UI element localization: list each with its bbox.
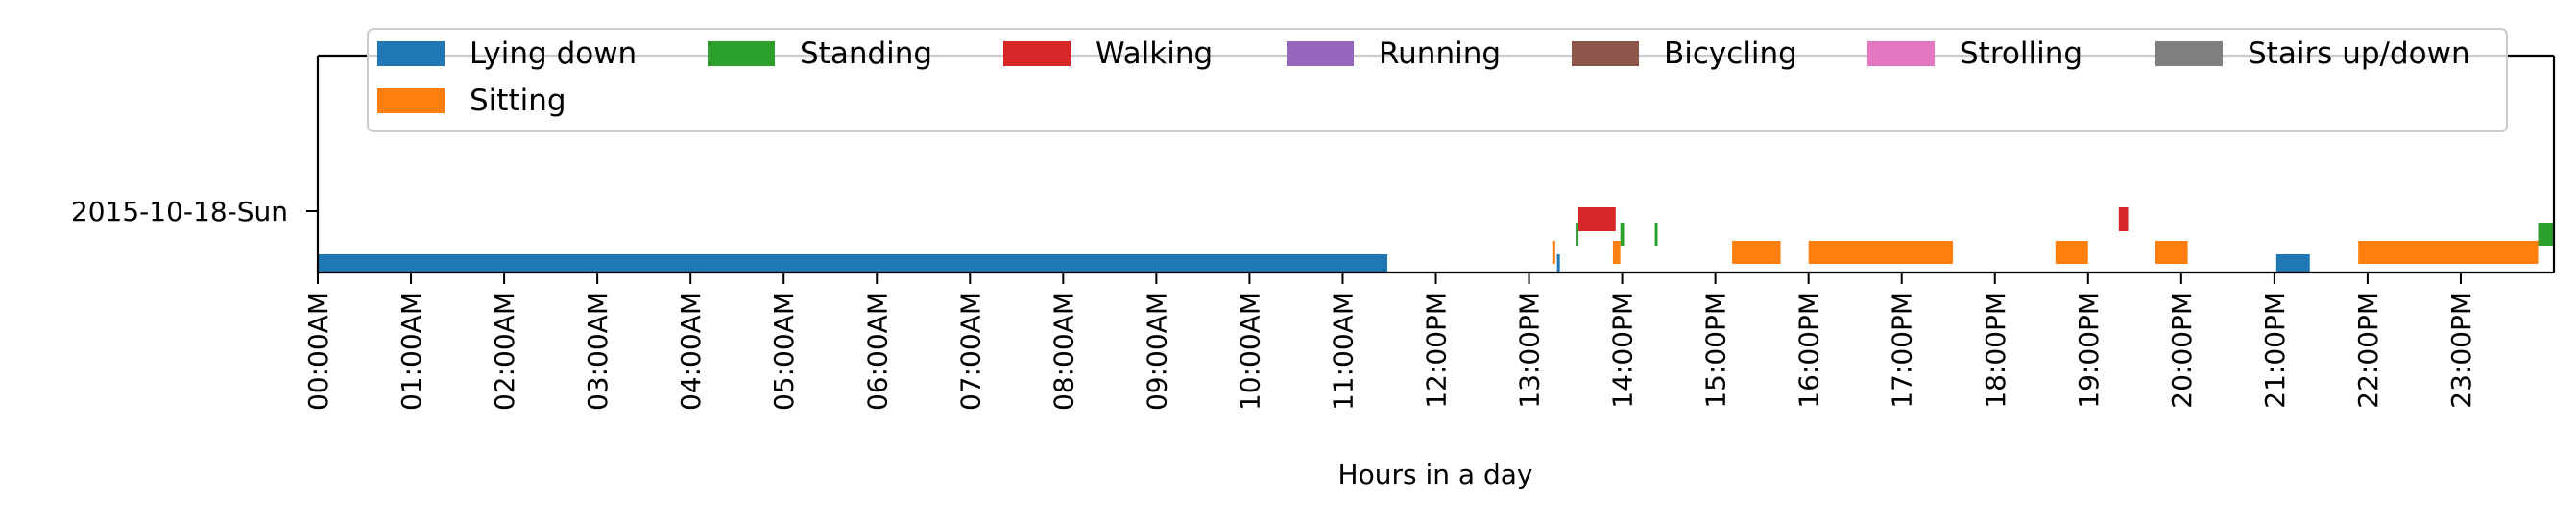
x-tick-label: 03:00AM	[582, 292, 614, 411]
x-tick-label: 06:00AM	[861, 292, 893, 411]
legend-swatch-bicycling	[1572, 41, 1639, 66]
bar-standing	[2538, 223, 2554, 246]
x-tick-label: 11:00AM	[1327, 292, 1359, 411]
legend-label-walking: Walking	[1095, 36, 1213, 71]
bar-walking	[2118, 207, 2129, 231]
legend: Lying down Standing Walking Running Bicyclin…	[367, 28, 2508, 132]
legend-swatch-lying-down	[377, 41, 445, 66]
bars-layer	[318, 207, 2554, 272]
bar-sitting	[2055, 241, 2088, 264]
bar-sitting	[2358, 241, 2539, 264]
x-tick-label: 12:00PM	[1421, 292, 1453, 409]
bar-sitting	[1732, 241, 1781, 264]
bar-standing	[1576, 223, 1579, 246]
legend-swatch-running	[1287, 41, 1354, 66]
legend-frame	[367, 28, 2508, 132]
legend-swatch-standing	[708, 41, 775, 66]
legend-swatch-sitting	[377, 88, 445, 113]
x-tick-label: 15:00PM	[1700, 292, 1732, 409]
x-tick-label: 00:00AM	[302, 292, 334, 411]
legend-swatch-stairs-up-down	[2155, 41, 2223, 66]
x-axis-label: Hours in a day	[1338, 459, 1533, 490]
bar-walking	[1577, 207, 1616, 231]
x-tick-label: 07:00AM	[954, 292, 986, 411]
x-ticks-layer: 00:00AM 01:00AM 02:00AM 03:00AM 04:00AM 05:00…	[302, 273, 2477, 411]
bar-standing	[1654, 223, 1658, 246]
x-tick-label: 23:00PM	[2445, 292, 2477, 409]
x-tick-label: 10:00AM	[1234, 292, 1265, 411]
legend-label-sitting: Sitting	[469, 83, 566, 118]
x-tick-label: 17:00PM	[1887, 292, 1918, 409]
x-tick-label: 09:00AM	[1141, 292, 1172, 411]
legend-swatch-strolling	[1867, 41, 1935, 66]
y-tick-label: 2015-10-18-Sun	[71, 196, 288, 227]
x-tick-label: 01:00AM	[396, 292, 427, 411]
x-tick-label: 20:00PM	[2166, 292, 2198, 409]
legend-label-standing: Standing	[800, 36, 932, 71]
bar-lying-down	[318, 254, 1388, 272]
bar-lying-down	[2275, 254, 2310, 272]
bar-sitting	[1552, 241, 1555, 264]
legend-label-stairs-up-down: Stairs up/down	[2248, 36, 2470, 71]
legend-swatch-walking	[1003, 41, 1071, 66]
x-tick-label: 16:00PM	[1794, 292, 1825, 409]
x-tick-label: 08:00AM	[1047, 292, 1079, 411]
x-tick-label: 22:00PM	[2352, 292, 2384, 409]
legend-label-running: Running	[1379, 36, 1501, 71]
legend-label-lying-down: Lying down	[469, 36, 637, 71]
legend-label-bicycling: Bicycling	[1664, 36, 1797, 71]
bar-sitting	[1808, 241, 1954, 264]
x-tick-label: 21:00PM	[2259, 292, 2291, 409]
bar-sitting	[2155, 241, 2188, 264]
x-tick-label: 19:00PM	[2073, 292, 2105, 409]
x-tick-label: 14:00PM	[1607, 292, 1639, 409]
x-tick-label: 18:00PM	[1980, 292, 2011, 409]
x-tick-label: 02:00AM	[489, 292, 520, 411]
x-tick-label: 05:00AM	[768, 292, 800, 411]
bar-lying-down	[1556, 254, 1560, 272]
y-ticks-layer: 2015-10-18-Sun	[71, 196, 318, 227]
bar-standing	[1620, 223, 1625, 246]
x-tick-label: 04:00AM	[675, 292, 707, 411]
bar-sitting	[1612, 241, 1621, 264]
legend-label-strolling: Strolling	[1960, 36, 2082, 71]
x-tick-label: 13:00PM	[1514, 292, 1546, 409]
